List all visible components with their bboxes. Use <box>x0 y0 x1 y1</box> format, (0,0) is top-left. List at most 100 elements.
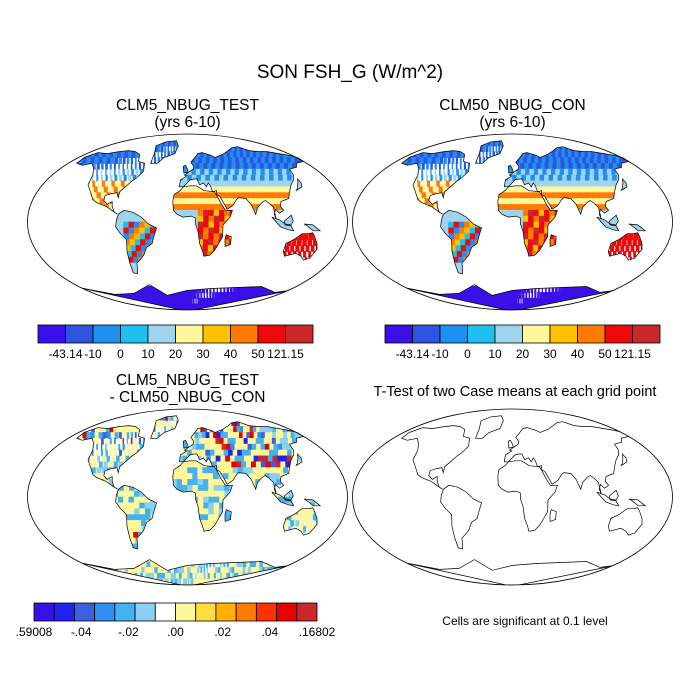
grid-cell <box>538 227 546 235</box>
grid-cell <box>507 168 514 176</box>
grid-cell <box>124 151 130 158</box>
grid-cell <box>507 180 514 188</box>
grid-cell <box>192 484 200 492</box>
grid-cell <box>448 215 455 223</box>
grid-cell <box>89 461 93 469</box>
grid-cell <box>197 198 205 205</box>
coastline-africa <box>497 185 558 257</box>
grid-cell <box>128 531 137 539</box>
grid-cell <box>96 438 100 445</box>
grid-cell <box>501 209 509 217</box>
grid-cell <box>197 297 200 305</box>
grid-cell <box>567 192 576 200</box>
grid-cell <box>211 186 219 194</box>
grid-cell <box>182 180 189 188</box>
grid-cell <box>522 204 530 211</box>
grid-cell <box>207 467 215 475</box>
grid-cell <box>265 461 275 469</box>
grid-cell <box>224 233 231 241</box>
grid-cell <box>209 174 217 182</box>
grid-cell <box>215 438 223 445</box>
grid-cell <box>190 157 197 164</box>
grid-cell <box>551 186 559 194</box>
grid-cell <box>564 180 573 188</box>
grid-cell <box>527 204 535 211</box>
grid-cell <box>416 174 419 182</box>
grid-cell <box>523 157 530 164</box>
grid-cell <box>451 168 455 176</box>
grid-cell <box>490 140 495 147</box>
grid-cell <box>454 239 462 246</box>
grid-cell <box>119 174 123 182</box>
grid-cell <box>128 256 137 264</box>
grid-cell <box>445 180 450 188</box>
grid-cell <box>212 192 220 200</box>
grid-cell <box>415 157 422 164</box>
grid-cell <box>206 292 209 299</box>
grid-cell <box>128 449 132 457</box>
grid-cell <box>533 204 540 211</box>
grid-cell <box>94 198 100 205</box>
grid-cell <box>182 461 189 469</box>
grid-cell <box>538 168 546 176</box>
grid-cell <box>205 449 213 457</box>
grid-cell <box>203 221 210 229</box>
grid-cell <box>187 174 194 182</box>
grid-cell <box>218 484 226 492</box>
grid-cell <box>522 151 529 158</box>
grid-cell <box>285 245 290 252</box>
grid-cell <box>135 168 139 176</box>
grid-cell <box>213 286 215 293</box>
grid-cell <box>139 443 143 451</box>
grid-cell <box>453 227 461 235</box>
grid-cell <box>130 262 139 270</box>
grid-cell <box>607 192 617 200</box>
grid-cell <box>128 490 136 498</box>
grid-cell <box>536 163 544 170</box>
grid-cell <box>422 180 426 188</box>
grid-cell <box>512 292 517 299</box>
grid-cell <box>277 467 287 475</box>
grid-cell <box>616 239 622 246</box>
grid-cell <box>198 157 205 164</box>
grid-cell <box>425 168 428 176</box>
grid-cell <box>178 297 185 305</box>
grid-cell <box>508 292 514 299</box>
grid-cell <box>262 192 271 200</box>
grid-cell <box>531 292 534 299</box>
grid-cell <box>613 215 621 223</box>
grid-cell <box>221 461 229 469</box>
grid-cell <box>223 479 231 486</box>
grid-cell <box>597 192 607 200</box>
grid-cell <box>257 192 266 200</box>
grid-cell <box>414 186 418 194</box>
grid-cell <box>244 180 253 188</box>
grid-cell <box>275 461 285 469</box>
grid-cell <box>521 180 529 188</box>
grid-cell <box>291 514 297 521</box>
grid-cell <box>534 174 542 182</box>
grid-cell <box>102 157 108 164</box>
grid-cell <box>528 233 535 241</box>
grid-cell <box>139 221 146 229</box>
grid-cell <box>528 292 531 299</box>
grid-cell <box>123 496 130 504</box>
grid-cell <box>209 286 212 293</box>
grid-cell <box>202 198 210 205</box>
grid-cell <box>421 168 423 176</box>
grid-cell <box>108 204 115 211</box>
grid-cell <box>522 192 529 200</box>
grid-cell <box>160 420 164 428</box>
grid-cell <box>192 192 199 200</box>
grid-cell <box>202 239 209 246</box>
grid-cell <box>443 163 445 170</box>
map-test <box>27 133 348 311</box>
coastline-madagascar <box>224 234 232 247</box>
grid-cell <box>206 180 213 188</box>
grid-cell <box>425 174 429 182</box>
panel-title-difference-line1: CLM5_NBUG_TEST <box>116 372 259 389</box>
grid-cell <box>177 455 184 463</box>
grid-cell <box>438 163 441 170</box>
grid-cell <box>590 186 600 194</box>
grid-cell <box>176 473 184 480</box>
